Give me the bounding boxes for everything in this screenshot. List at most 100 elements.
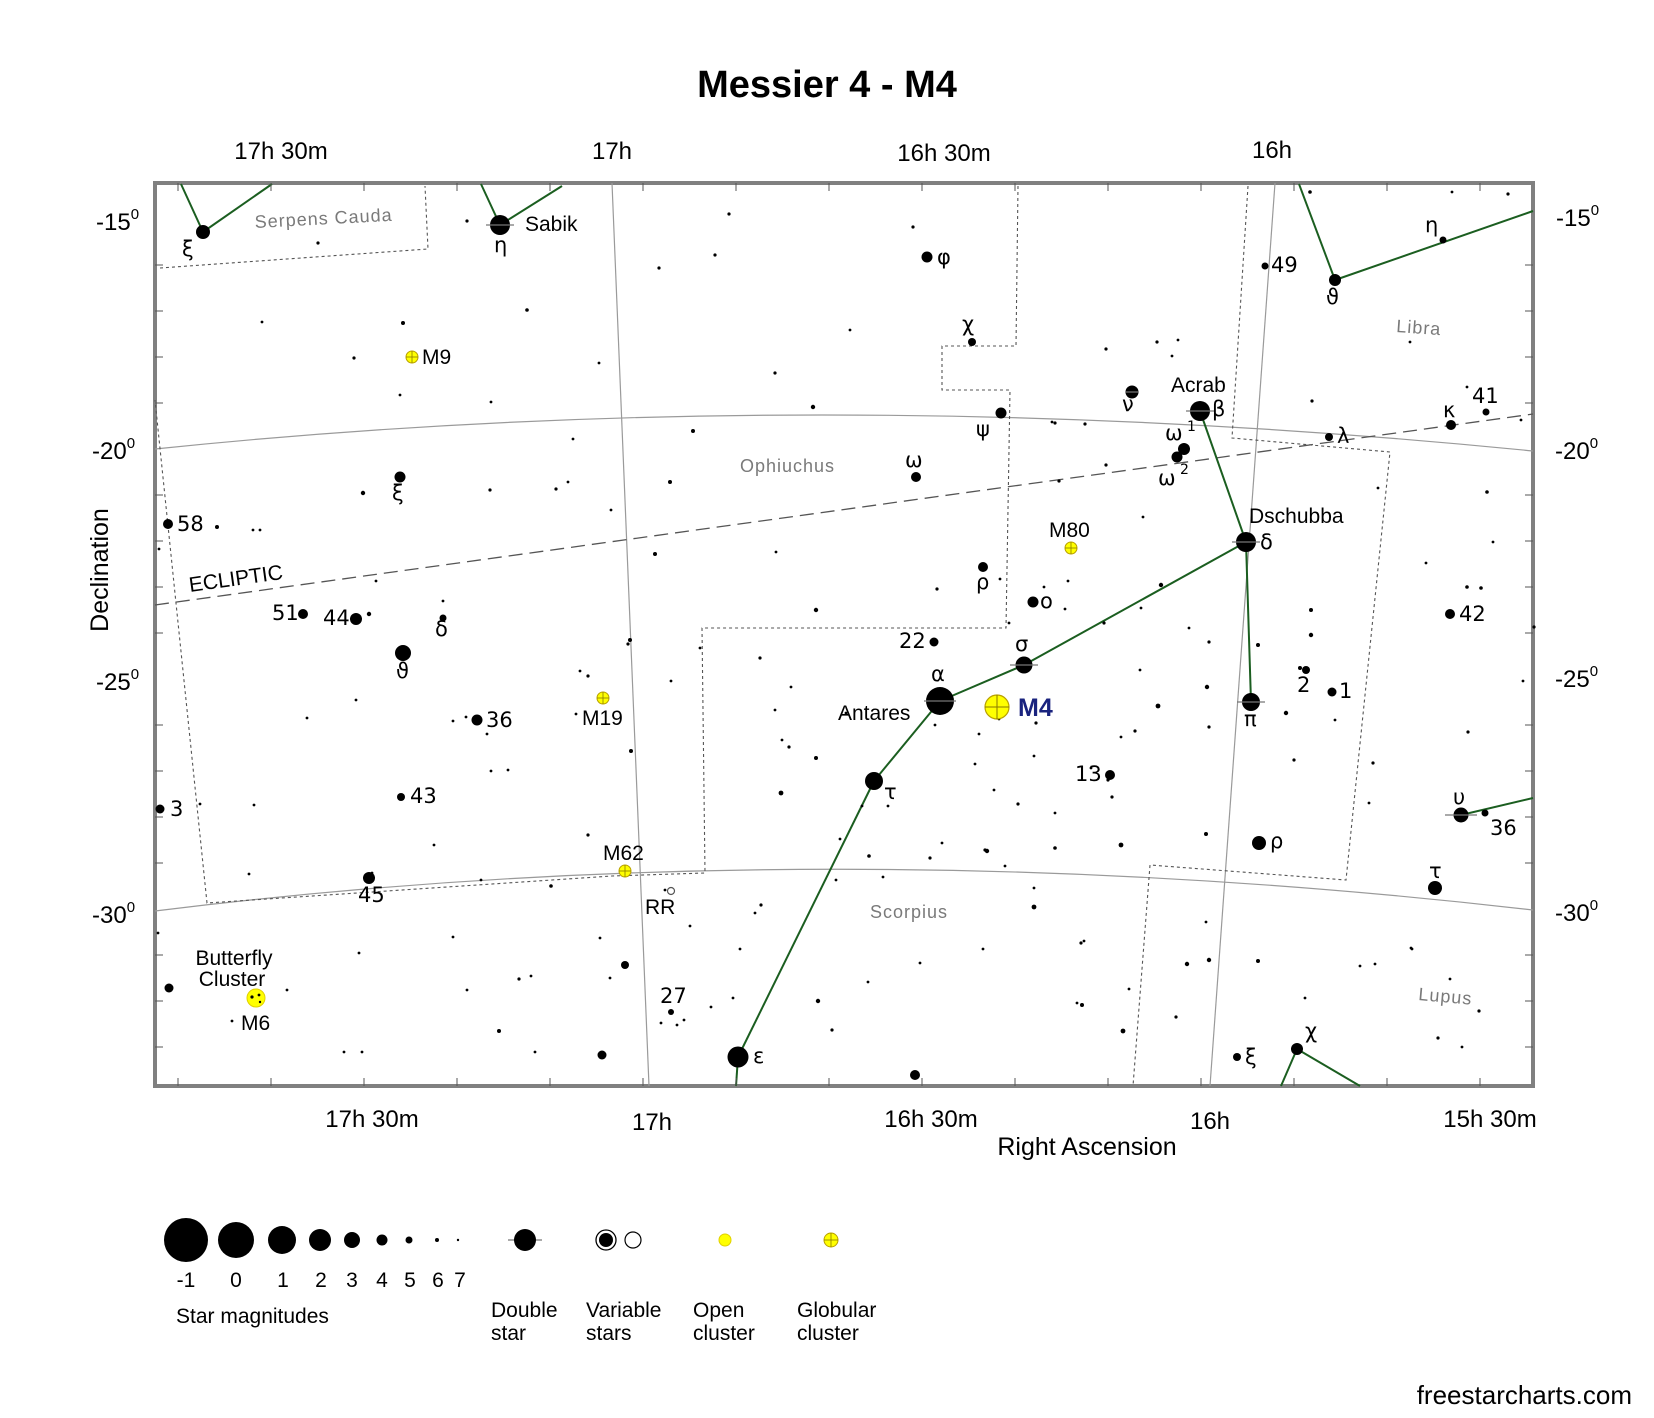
star-theta-ophiuchi — [395, 645, 411, 661]
cluster-m62 — [618, 864, 632, 878]
star-label: ρ — [1270, 829, 1283, 853]
legend-globular-cluster-icon — [823, 1232, 839, 1248]
star-label: ω — [1165, 421, 1183, 445]
star-label: κ — [1443, 398, 1455, 422]
cluster-m9 — [405, 350, 419, 364]
star-label: 3 — [170, 797, 183, 821]
dec-left-label: -200 — [92, 435, 135, 465]
ra-top-label: 17h 30m — [234, 138, 327, 165]
legend-magnitude-dots — [164, 1218, 460, 1262]
star-label: λ — [1337, 424, 1349, 448]
star-label: δ — [1260, 530, 1273, 554]
legend: -1 0 1 2 3 4 5 6 7 Star magnitudes Doubl… — [164, 1218, 876, 1345]
star-xi-ophiuchi — [394, 471, 406, 483]
constellation-label-scorpius: Scorpius — [870, 902, 948, 922]
variable-star-rr — [666, 886, 676, 896]
double-star-ticks — [486, 224, 1477, 816]
star-22-scorpii — [929, 637, 939, 647]
star-epsilon-scorpii — [727, 1046, 749, 1068]
star-tau-lupi — [1428, 881, 1442, 895]
legend-magnitude-label: 5 — [404, 1269, 416, 1292]
star-label: ϑ — [1326, 285, 1339, 309]
dec-grid-20 — [154, 414, 1534, 452]
star-42-librae — [1445, 609, 1455, 619]
star-label: ω — [1158, 466, 1176, 490]
labelled-stars — [155, 215, 1490, 1080]
star-label: 49 — [1271, 253, 1298, 277]
star-label: υ — [1453, 785, 1465, 809]
star-label: π — [1244, 707, 1257, 731]
ra-bottom-label: 15h 30m — [1443, 1106, 1536, 1133]
star-eta-librae — [1439, 236, 1447, 244]
star-label: 45 — [358, 883, 385, 907]
legend-magnitude-label: 6 — [432, 1269, 444, 1292]
star-43-ophiuchi — [397, 793, 405, 801]
star-1-scorpii — [1327, 687, 1337, 697]
star-2-scorpii — [1302, 666, 1310, 674]
star-3-sagittarii — [155, 804, 165, 814]
star-label: η — [494, 233, 507, 257]
legend-magnitudes-title: Star magnitudes — [176, 1305, 329, 1328]
chart-title: Messier 4 - M4 — [697, 64, 957, 106]
ra-bottom-label: 16h 30m — [884, 1106, 977, 1133]
credit-link[interactable]: freestarcharts.com — [1417, 1380, 1632, 1410]
star-44-ophiuchi — [350, 613, 362, 625]
constellation-label-ophiuchus: Ophiuchus — [740, 456, 835, 476]
globular-clusters — [405, 350, 1078, 878]
star-kappa-librae — [1446, 420, 1456, 430]
star-label: σ — [1015, 632, 1028, 656]
star-label: ο — [1040, 589, 1053, 613]
m9-label: M9 — [422, 346, 451, 369]
star-label: 42 — [1459, 602, 1486, 626]
star-phi-ophiuchi — [921, 251, 933, 263]
legend-open-cluster-icon — [718, 1233, 732, 1247]
star-label: β — [1212, 397, 1225, 421]
star-label: α — [931, 662, 945, 686]
star-label-group: ξ η φ χ ψ ω ρ ο 22 σ α τ 13 ν β ω 1 ω 2 … — [170, 213, 1517, 1069]
x-axis-title: Right Ascension — [997, 1133, 1176, 1161]
dec-right-label: -250 — [1555, 663, 1598, 693]
star-label: 44 — [323, 606, 350, 630]
star-label: 22 — [899, 629, 926, 653]
cluster-m80 — [1064, 541, 1078, 555]
legend-open-cluster-label-2: cluster — [693, 1322, 755, 1345]
star-delta-ophiuchi — [439, 614, 447, 622]
ra-top-label: 16h — [1252, 137, 1292, 164]
border-ticks — [155, 183, 1533, 1086]
star-label: τ — [1429, 859, 1442, 883]
star-label: 58 — [177, 512, 204, 536]
legend-magnitude-label: 2 — [315, 1269, 327, 1292]
legend-double-star-label-1: Double — [491, 1299, 558, 1322]
ra-bottom-label: 17h — [632, 1109, 672, 1136]
star-tau-scorpii — [865, 772, 883, 790]
ra-bottom-label: 16h — [1190, 1108, 1230, 1135]
legend-double-star-label-2: star — [491, 1322, 526, 1345]
star-chi-lupi — [1291, 1043, 1303, 1055]
star-label: 36 — [1490, 816, 1517, 840]
star-label: ξ — [1245, 1045, 1257, 1069]
legend-open-cluster-label-1: Open — [693, 1299, 744, 1322]
legend-globular-cluster-label-2: cluster — [797, 1322, 859, 1345]
dschubba-label: Dschubba — [1249, 505, 1344, 528]
star-label: ν — [1122, 392, 1134, 416]
dec-left-label: -150 — [96, 206, 139, 236]
legend-globular-cluster-label-1: Globular — [797, 1299, 876, 1322]
constellation-lines — [180, 183, 1534, 1087]
y-axis-title: Declination — [86, 508, 114, 632]
star-58-ophiuchi — [163, 519, 173, 529]
dec-right-labels: -150 -200 -250 -300 — [1555, 202, 1599, 927]
star-27-scorpii — [668, 1009, 674, 1015]
star-faint-south-2 — [910, 1070, 920, 1080]
star-label: 43 — [410, 784, 437, 808]
rr-label: RR — [645, 896, 675, 919]
legend-magnitude-label: -1 — [177, 1269, 196, 1292]
star-label: 36 — [486, 708, 513, 732]
star-lambda-librae — [1325, 433, 1333, 441]
dec-left-label: -300 — [92, 899, 135, 929]
star-label: 2 — [1180, 462, 1189, 478]
star-label: τ — [884, 780, 897, 804]
legend-magnitude-label: 4 — [376, 1269, 388, 1292]
star-51-ophiuchi — [298, 609, 308, 619]
cluster-m4 — [984, 694, 1010, 720]
